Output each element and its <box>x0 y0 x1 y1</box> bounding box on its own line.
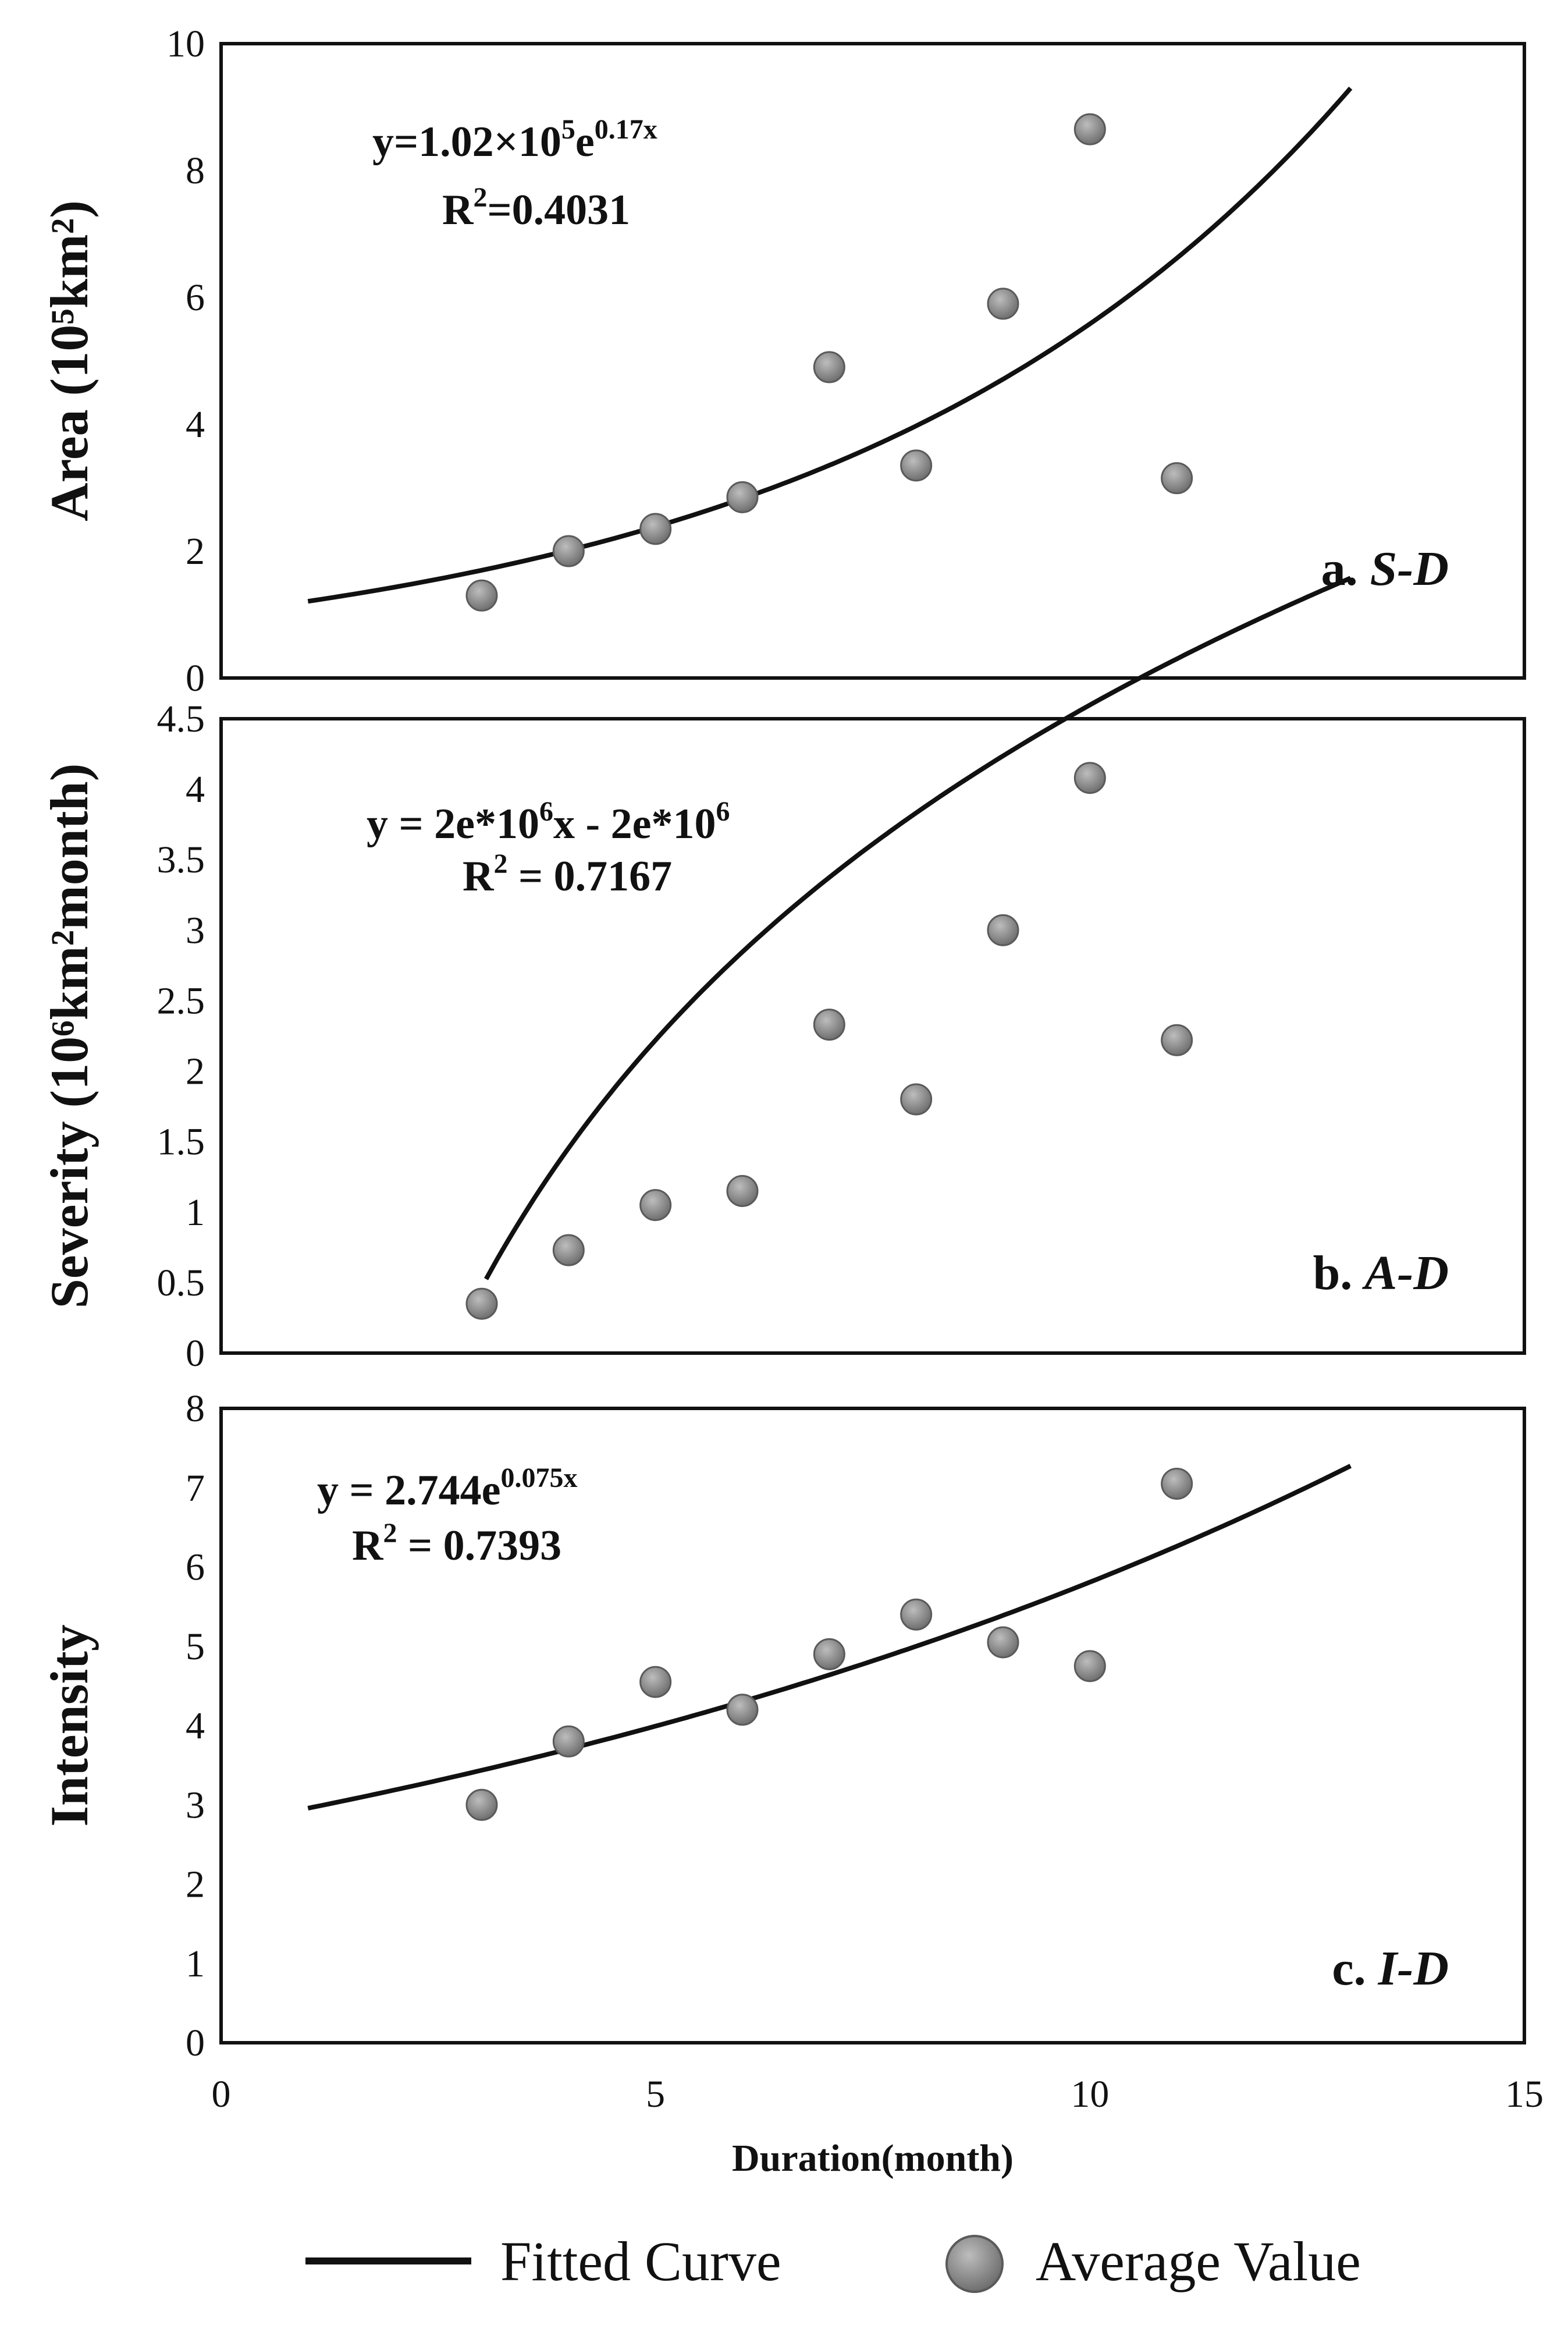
fitted-curve <box>307 1464 1352 1811</box>
data-point <box>987 287 1019 320</box>
panel-a-frame <box>219 42 1526 680</box>
panel-b: 0 0.5 1 1.5 2 2.5 3 3.5 4 4.5 y = 2e*106x - 2e*10… <box>40 576 1526 1375</box>
y-tick-label: 2 <box>186 530 205 573</box>
y-tick-label: 1 <box>186 1943 205 1985</box>
data-point <box>813 351 845 384</box>
y-tick-label: 8 <box>186 1387 205 1430</box>
y-tick-label: 2 <box>186 1863 205 1906</box>
data-point <box>552 535 585 567</box>
panel-a-equation: y=1.02×105e0.17x <box>372 114 657 166</box>
y-tick-label: 0 <box>186 1332 205 1375</box>
panel-a-y-ticks: 0 2 4 6 8 10 <box>166 23 205 700</box>
panel-c-x-ticks: 0 5 10 15 <box>212 2073 1544 2115</box>
x-axis-label: Duration(month) <box>732 2137 1014 2180</box>
data-point <box>726 481 759 513</box>
data-point <box>987 1626 1019 1659</box>
data-point <box>987 914 1019 946</box>
legend: Fitted Curve Average Value <box>305 2230 1361 2293</box>
data-point <box>813 1009 845 1041</box>
y-tick-label: 1 <box>186 1191 205 1234</box>
fitted-curve <box>484 576 1352 1280</box>
data-point <box>639 513 672 545</box>
panel-b-r2: R2 = 0.7167 <box>463 849 672 900</box>
data-point <box>1073 1650 1106 1682</box>
y-tick-label: 6 <box>186 1546 205 1589</box>
data-point <box>1161 462 1193 495</box>
panel-b-marks <box>465 576 1352 1320</box>
data-point <box>639 1666 672 1698</box>
y-tick-label: 5 <box>186 1625 205 1668</box>
data-point <box>465 1788 498 1821</box>
data-point <box>726 1694 759 1726</box>
y-tick-label: 2.5 <box>157 979 205 1022</box>
data-point <box>1161 1024 1193 1056</box>
data-point <box>900 1083 933 1116</box>
y-tick-label: 7 <box>186 1467 205 1509</box>
x-tick-label: 15 <box>1505 2073 1544 2115</box>
data-point <box>1073 762 1106 794</box>
y-tick-label: 8 <box>186 150 205 192</box>
data-point <box>465 1287 498 1320</box>
data-point <box>900 1598 933 1631</box>
y-tick-label: 4 <box>186 1705 205 1747</box>
data-point <box>552 1234 585 1266</box>
panel-b-frame <box>219 717 1526 1355</box>
panel-c: 0 1 2 3 4 5 6 7 8 0 5 10 15 y = 2.744e0.075x R2 = 0… <box>40 1387 1544 2180</box>
panel-b-y-label: Severity (10⁶km²month) <box>40 764 99 1309</box>
panel-c-label: c. I-D <box>1332 1941 1449 1996</box>
panel-c-frame <box>219 1407 1526 2044</box>
panel-b-y-ticks: 0 0.5 1 1.5 2 2.5 3 3.5 4 4.5 <box>157 698 205 1375</box>
panel-c-equation: y = 2.744e0.075x <box>317 1463 578 1514</box>
data-point <box>900 449 933 482</box>
y-tick-label: 0.5 <box>157 1262 205 1304</box>
panel-a-y-label: Area (10⁵km²) <box>40 200 99 521</box>
panel-a-r2: R2=0.4031 <box>442 182 630 234</box>
y-tick-label: 10 <box>166 23 205 65</box>
x-tick-label: 0 <box>212 2073 231 2115</box>
data-point <box>639 1189 672 1222</box>
y-tick-label: 2 <box>186 1050 205 1093</box>
y-tick-label: 6 <box>186 276 205 319</box>
data-point <box>1073 113 1106 145</box>
data-point <box>726 1174 759 1207</box>
data-point <box>813 1638 845 1670</box>
panel-c-marks <box>307 1464 1352 1821</box>
y-tick-label: 3.5 <box>157 839 205 881</box>
panel-c-y-ticks: 0 1 2 3 4 5 6 7 8 <box>186 1387 205 2064</box>
y-tick-label: 3 <box>186 909 205 952</box>
panel-a-label: a. S-D <box>1321 542 1449 596</box>
panel-a-marks <box>307 86 1353 612</box>
y-tick-label: 4 <box>186 403 205 446</box>
fitted-curve <box>307 86 1353 604</box>
y-tick-label: 0 <box>186 2022 205 2064</box>
legend-line-label: Fitted Curve <box>500 2230 781 2292</box>
data-point <box>465 579 498 612</box>
y-tick-label: 4 <box>186 768 205 811</box>
y-tick-label: 4.5 <box>157 698 205 740</box>
y-tick-label: 1.5 <box>157 1121 205 1163</box>
data-point <box>552 1725 585 1758</box>
panel-b-label: b. A-D <box>1313 1246 1449 1300</box>
panel-a: 0 2 4 6 8 10 y=1.02×105e0.17x R2=0.4031 a. S-… <box>40 23 1526 700</box>
panel-c-y-label: Intensity <box>40 1624 99 1827</box>
y-tick-label: 0 <box>186 657 205 700</box>
legend-marker-swatch <box>945 2235 1004 2293</box>
legend-marker-label: Average Value <box>1036 2230 1361 2292</box>
x-tick-label: 5 <box>646 2073 665 2115</box>
panel-b-equation: y = 2e*106x - 2e*106 <box>367 796 730 848</box>
panel-c-r2: R2 = 0.7393 <box>352 1518 561 1570</box>
x-tick-label: 10 <box>1071 2073 1109 2115</box>
data-point <box>1161 1467 1193 1500</box>
y-tick-label: 3 <box>186 1784 205 1826</box>
